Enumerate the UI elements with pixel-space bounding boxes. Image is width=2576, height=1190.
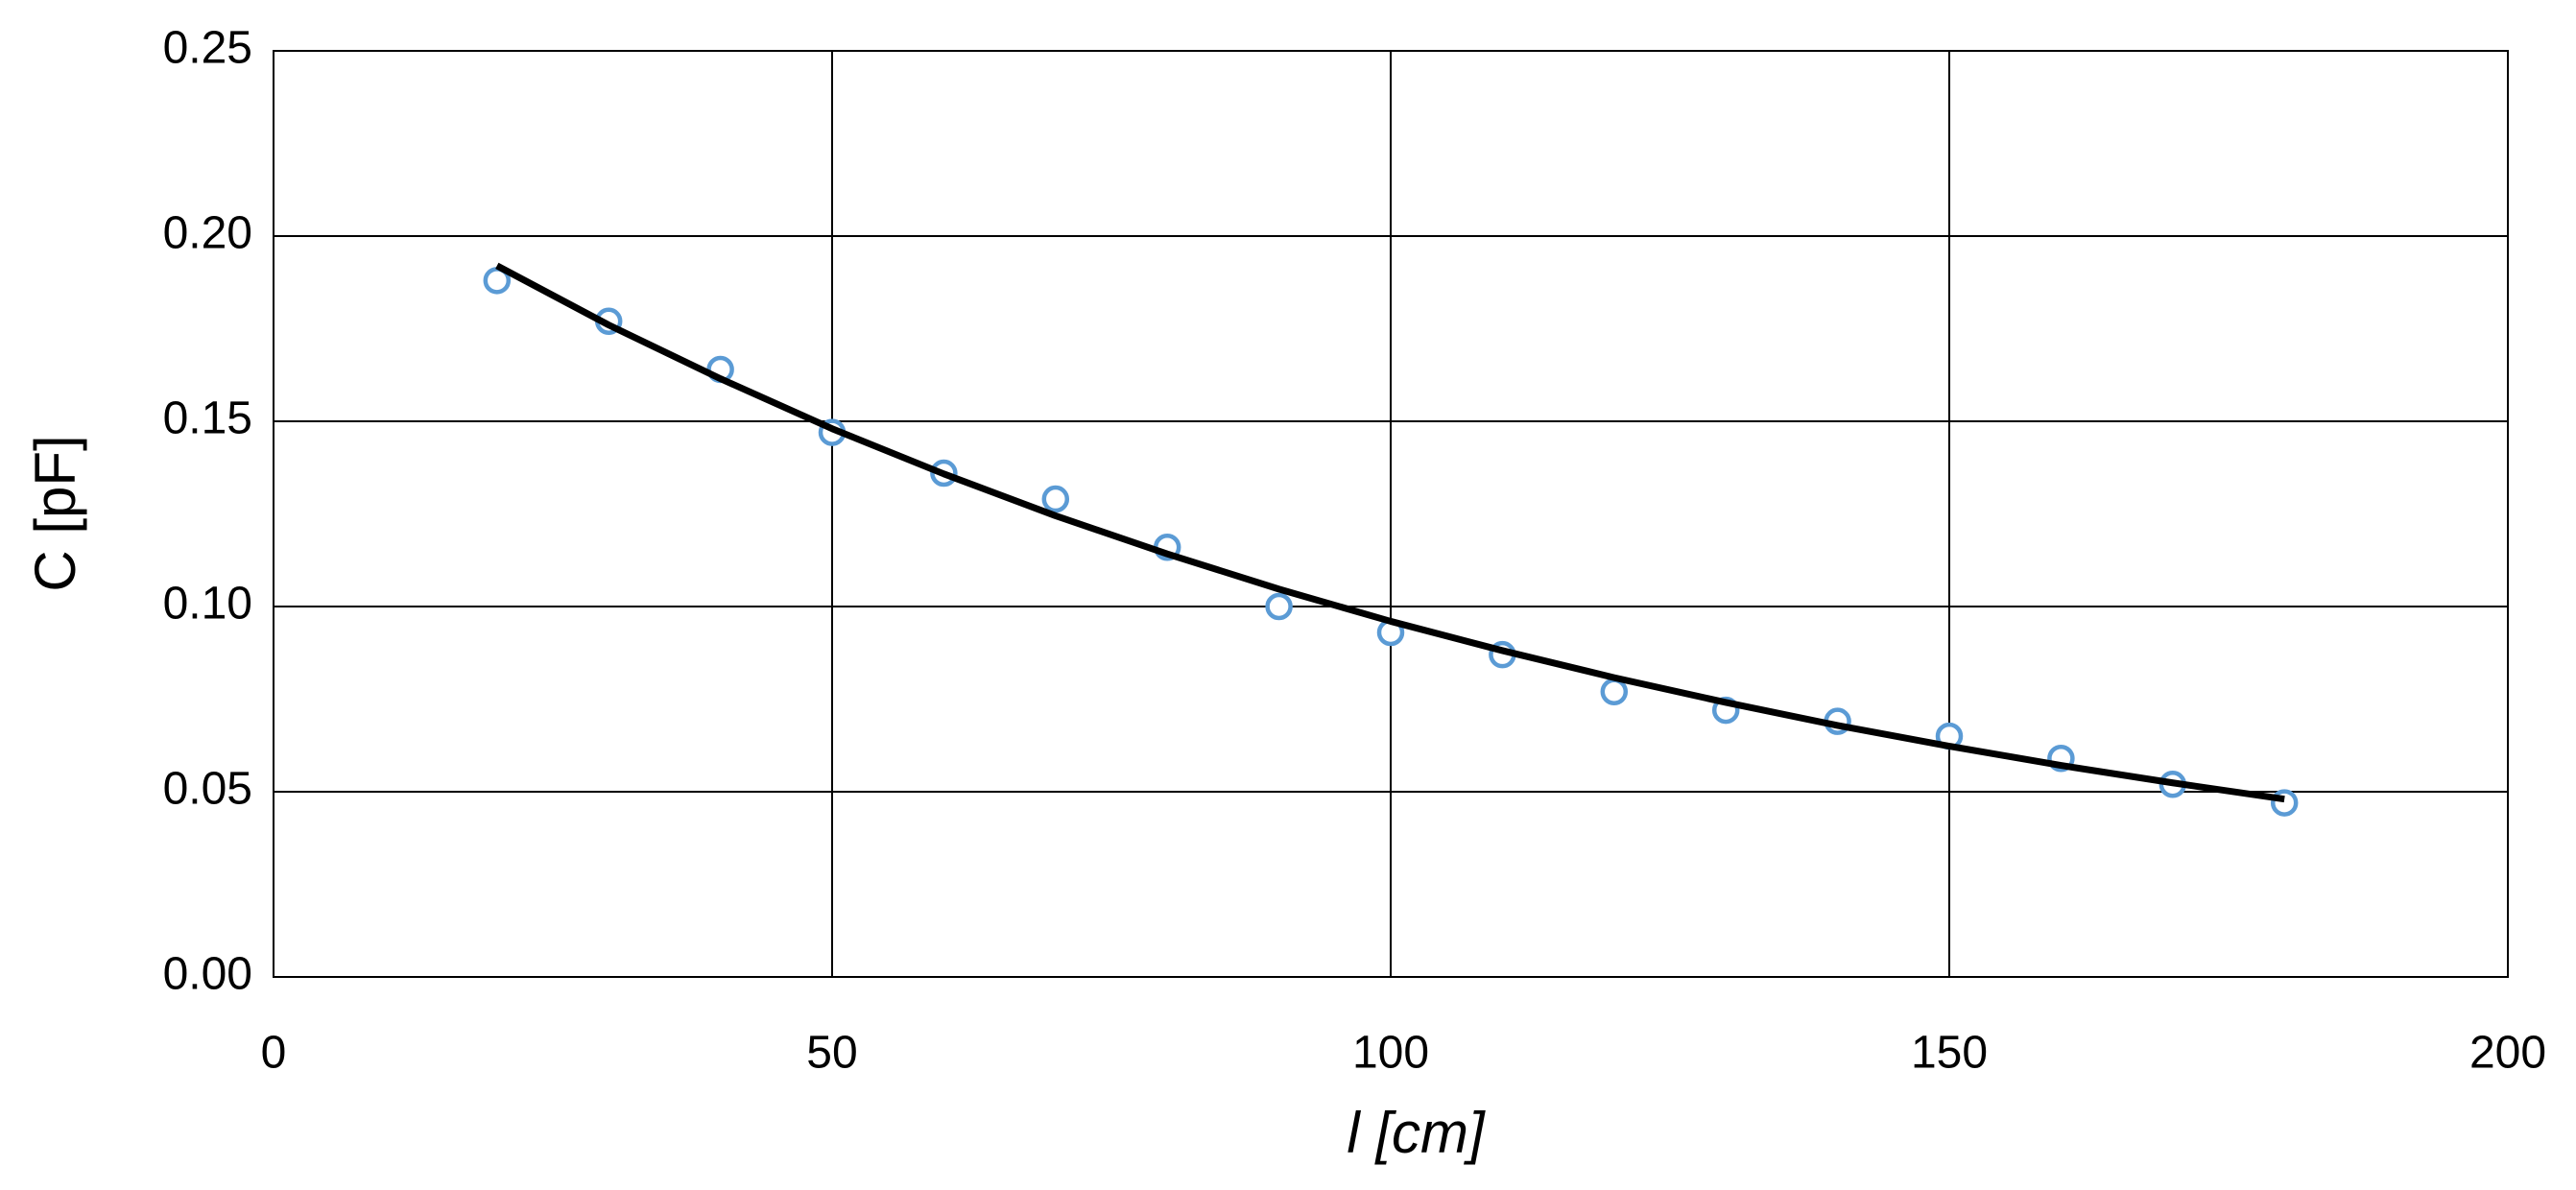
y-tick-label: 0.25 <box>163 23 252 74</box>
y-tick-label: 0.20 <box>163 208 252 259</box>
data-point <box>1265 592 1293 621</box>
x-tick-label: 200 <box>2469 1028 2546 1079</box>
x-tick-label: 50 <box>806 1028 857 1079</box>
y-axis-label: C [pF] <box>23 435 87 591</box>
x-tick-label: 0 <box>261 1028 287 1079</box>
data-point <box>1041 485 1070 513</box>
data-point <box>1600 678 1629 706</box>
y-tick-label: 0.10 <box>163 579 252 630</box>
y-tick-label: 0.05 <box>163 764 252 815</box>
y-tick-label: 0.15 <box>163 393 252 444</box>
x-tick-label: 100 <box>1352 1028 1429 1079</box>
fit-curve <box>495 262 2285 803</box>
x-axis-label: l [cm] <box>1347 1101 1486 1165</box>
y-tick-label: 0.00 <box>163 949 252 1000</box>
plot-frame <box>273 50 2509 978</box>
x-tick-label: 150 <box>1911 1028 1988 1079</box>
